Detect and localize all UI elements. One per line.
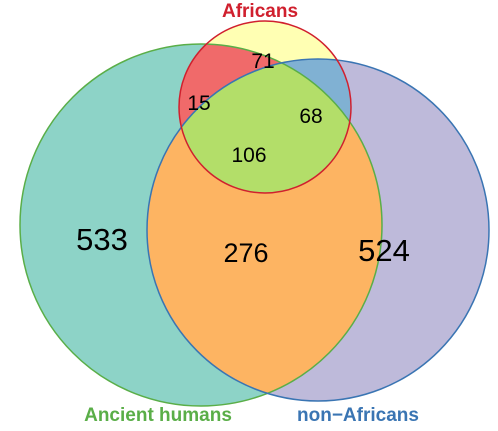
label-ancient-humans: Ancient humans — [84, 405, 232, 426]
count-all-three: 106 — [231, 144, 266, 167]
count-ancient-only: 533 — [76, 222, 128, 257]
count-african-only: 71 — [251, 50, 274, 73]
count-african-nonafrican: 68 — [299, 105, 322, 128]
label-non-africans: non−Africans — [297, 405, 419, 426]
count-nonafrican-only: 524 — [358, 233, 410, 268]
count-ancient-nonafrican: 276 — [223, 238, 268, 268]
count-ancient-african: 15 — [187, 92, 210, 115]
label-africans: Africans — [222, 1, 298, 22]
ancient-humans-outline — [19, 43, 383, 407]
africans-outline — [178, 20, 352, 194]
non-africans-outline — [146, 58, 490, 402]
